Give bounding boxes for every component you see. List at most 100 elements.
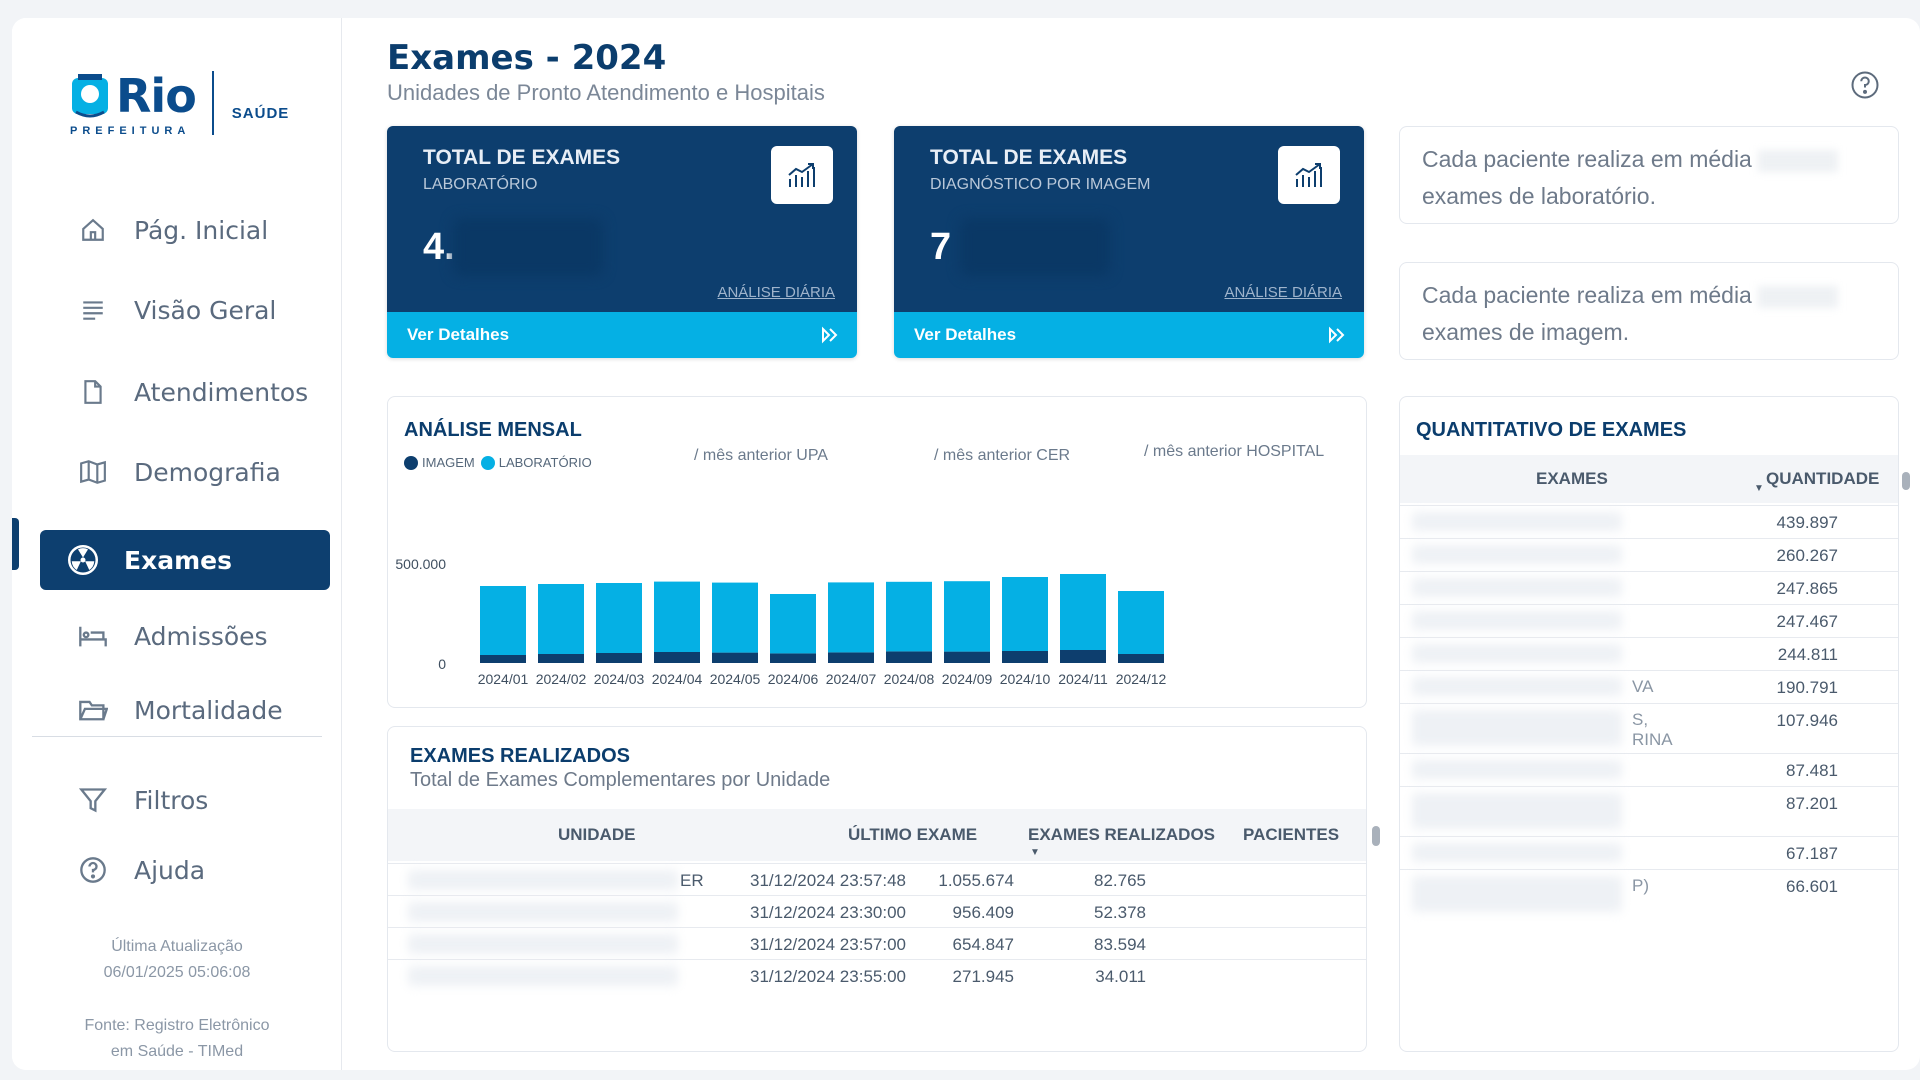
- sort-desc-icon[interactable]: ▼: [1754, 483, 1764, 494]
- cell-quantidade: 66.601: [1786, 877, 1838, 896]
- cell-pacientes: 34.011: [1095, 967, 1146, 986]
- legend-item-laboratorio[interactable]: LABORATÓRIO: [480, 455, 592, 470]
- bar-imagem: [1118, 654, 1164, 663]
- sidebar-item-ajuda[interactable]: Ajuda: [40, 840, 330, 900]
- table-row[interactable]: 244.811: [1400, 637, 1898, 670]
- bar-imagem: [828, 652, 874, 663]
- table-row[interactable]: 31/12/2024 23:57:00 654.847 83.594: [388, 927, 1366, 959]
- bar-imagem: [654, 652, 700, 663]
- details-button[interactable]: Ver Detalhes: [894, 312, 1364, 358]
- home-icon: [78, 215, 108, 245]
- folder-icon: [78, 695, 108, 725]
- cell-exames-realizados: 271.945: [952, 967, 1014, 986]
- exams-performed-scrollbar[interactable]: [1372, 826, 1380, 846]
- x-tick-label: 2024/11: [1058, 671, 1108, 687]
- bar-laboratório: [712, 582, 758, 653]
- exam-quantity-scrollbar[interactable]: [1902, 472, 1910, 490]
- table-row[interactable]: 87.481: [1400, 753, 1898, 786]
- table-row[interactable]: 247.467: [1400, 604, 1898, 637]
- cell-quantidade: 67.187: [1786, 844, 1838, 863]
- cell-pacientes: 82.765: [1094, 871, 1146, 890]
- bed-icon: [78, 621, 108, 651]
- column-header-unidade[interactable]: UNIDADE: [558, 825, 636, 844]
- slicer-upa[interactable]: / mês anterior UPA: [694, 447, 828, 464]
- sidebar-item-atendimentos[interactable]: Atendimentos: [40, 362, 330, 422]
- sort-desc-icon[interactable]: ▼: [1030, 847, 1040, 858]
- table-row[interactable]: S, RINA 107.946: [1400, 703, 1898, 753]
- column-header-exames[interactable]: EXAMES REALIZADOS: [1028, 825, 1216, 844]
- cell-quantidade: 87.201: [1786, 794, 1838, 813]
- sidebar-item-label: Pág. Inicial: [134, 215, 269, 245]
- table-row[interactable]: 260.267: [1400, 538, 1898, 571]
- daily-analysis-link[interactable]: ANÁLISE DIÁRIA: [1224, 284, 1342, 301]
- table-row[interactable]: 31/12/2024 23:30:00 956.409 52.378: [388, 895, 1366, 927]
- table-header: UNIDADE ÚLTIMO EXAME EXAMES REALIZADOS ▼…: [388, 809, 1366, 861]
- cell-quantidade: 247.467: [1776, 612, 1838, 631]
- avg-lab-line2: exames de laboratório.: [1422, 183, 1656, 209]
- table-row[interactable]: 87.201: [1400, 786, 1898, 836]
- data-source-line2: em Saúde - TIMed: [110, 1043, 244, 1060]
- sidebar-item-home[interactable]: Pág. Inicial: [40, 200, 330, 260]
- table-row[interactable]: VA 190.791: [1400, 670, 1898, 703]
- bar-imagem: [886, 651, 932, 663]
- bar-imagem: [1060, 650, 1106, 663]
- bar-laboratório: [480, 586, 526, 655]
- kpi-header: TOTAL DE EXAMES LABORATÓRIO 4. ANÁLISE D…: [387, 126, 857, 312]
- table-row[interactable]: 31/12/2024 23:55:00 271.945 34.011: [388, 959, 1366, 991]
- logo-section: SAÚDE: [231, 104, 290, 122]
- logo-mark: Rio PREFEITURA: [68, 69, 197, 137]
- sidebar-item-filtros[interactable]: Filtros: [40, 770, 330, 830]
- bar-laboratório: [654, 581, 700, 652]
- redacted-exam-name: [1412, 545, 1622, 564]
- sidebar-item-mortalidade[interactable]: Mortalidade: [40, 680, 330, 740]
- details-button[interactable]: Ver Detalhes: [387, 312, 857, 358]
- redacted-exam-name: [1412, 677, 1622, 696]
- cell-pacientes: 83.594: [1094, 935, 1146, 954]
- logo-divider: [211, 71, 214, 135]
- sidebar-item-label: Demografia: [134, 457, 281, 487]
- page-title: Exames - 2024: [387, 38, 667, 78]
- sidebar-item-visao-geral[interactable]: Visão Geral: [40, 280, 330, 340]
- table-row[interactable]: 247.865: [1400, 571, 1898, 604]
- chart-growth-icon[interactable]: [1278, 146, 1340, 204]
- cell-ultimo-exame: 31/12/2024 23:57:00: [750, 935, 906, 954]
- sidebar-item-exames[interactable]: Exames: [40, 530, 330, 590]
- chart-growth-icon[interactable]: [771, 146, 833, 204]
- bar-imagem: [480, 655, 526, 663]
- daily-analysis-link[interactable]: ANÁLISE DIÁRIA: [717, 284, 835, 301]
- cell-quantidade: 439.897: [1776, 513, 1838, 532]
- table-row[interactable]: 67.187: [1400, 836, 1898, 869]
- sidebar-item-demografia[interactable]: Demografia: [40, 442, 330, 502]
- column-header-quantidade[interactable]: QUANTIDADE: [1766, 469, 1880, 488]
- x-tick-label: 2024/01: [478, 671, 529, 687]
- table-row[interactable]: 439.897: [1400, 505, 1898, 538]
- help-button-icon[interactable]: [1850, 70, 1880, 100]
- monthly-bar-chart: 0 500.000 2024/01 2024/02 2024/03 2024/04 2024…: [395, 556, 1166, 687]
- x-tick-label: 2024/04: [652, 671, 703, 687]
- details-button-label: Ver Detalhes: [407, 325, 510, 344]
- cell-exame-name: S, RINA: [1632, 710, 1673, 749]
- redacted-exam-name: [1412, 512, 1622, 531]
- kpi-value: 7: [930, 226, 952, 268]
- redacted-unit-name: [408, 902, 678, 922]
- slicer-cer[interactable]: / mês anterior CER: [934, 447, 1071, 464]
- slicer-hospital[interactable]: / mês anterior HOSPITAL: [1144, 443, 1325, 460]
- avg-image-line1: Cada paciente realiza em média: [1422, 277, 1876, 314]
- sidebar-item-admissoes[interactable]: Admissões: [40, 606, 330, 666]
- table-row[interactable]: ER 31/12/2024 23:57:48 1.055.674 82.765: [388, 863, 1366, 895]
- x-tick-label: 2024/06: [768, 671, 819, 687]
- column-header-pacientes[interactable]: PACIENTES: [1243, 825, 1340, 844]
- bar-laboratório: [1002, 577, 1048, 651]
- bar-laboratório: [886, 581, 932, 652]
- bar-laboratório: [828, 582, 874, 653]
- kpi-title: TOTAL DE EXAMES: [930, 146, 1128, 169]
- column-header-ultimo-exame[interactable]: ÚLTIMO EXAME: [848, 825, 978, 844]
- redacted-exam-name: [1412, 578, 1622, 597]
- table-row[interactable]: P) 66.601: [1400, 869, 1898, 919]
- column-header-exames[interactable]: EXAMES: [1536, 469, 1608, 488]
- avg-image-card: Cada paciente realiza em média exames de…: [1399, 262, 1899, 360]
- cell-exame-name: VA: [1632, 677, 1654, 696]
- y-tick-label: 0: [438, 656, 446, 672]
- app-window: Rio PREFEITURA SAÚDE Pág. Inicial Visão …: [12, 18, 1920, 1070]
- legend-item-imagem[interactable]: IMAGEM: [404, 455, 475, 470]
